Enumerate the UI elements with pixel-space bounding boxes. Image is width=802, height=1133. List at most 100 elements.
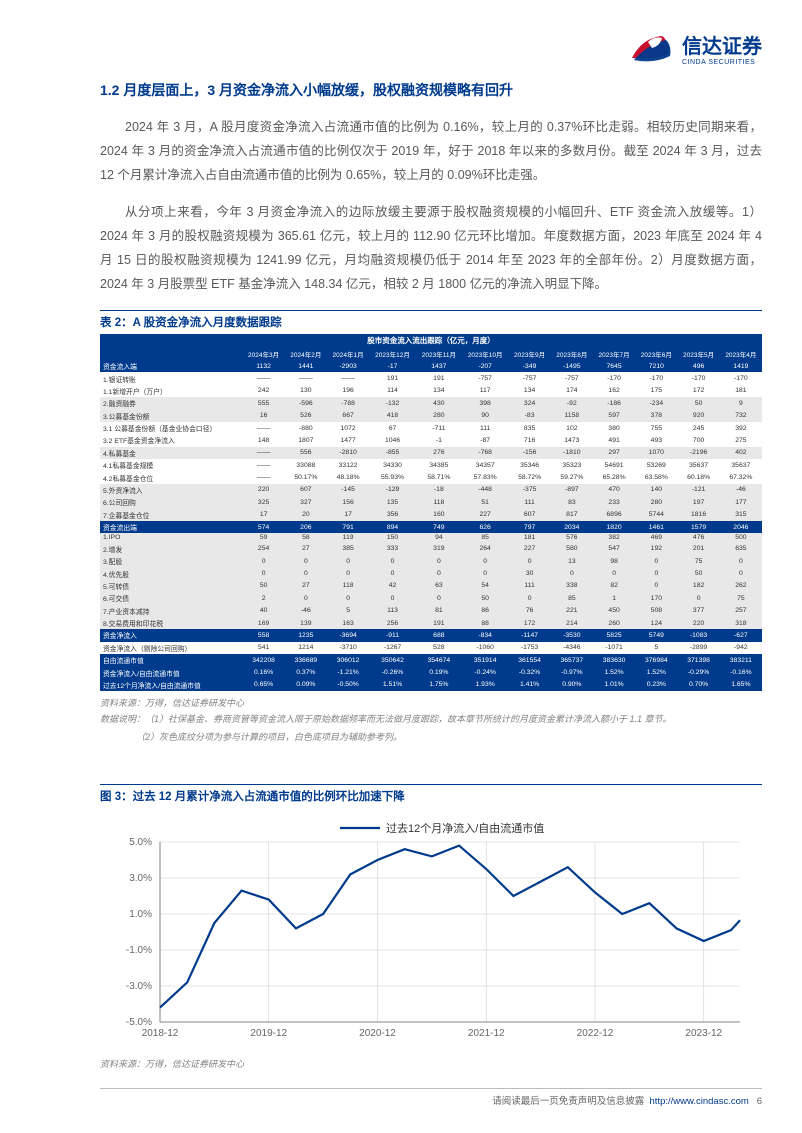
cell: 0.09% xyxy=(285,679,327,691)
cell: 576 xyxy=(551,533,593,542)
cell: 392 xyxy=(720,422,762,434)
table-row: 7.产业资本减持40-465113818676221450508377257 xyxy=(100,605,762,617)
table-row: 资金流入端11321441-2903-171437-207-349-149576… xyxy=(100,360,762,372)
cell: 791 xyxy=(327,521,369,533)
cell: 0.37% xyxy=(285,666,327,678)
cell: 338 xyxy=(551,580,593,592)
cell: 1437 xyxy=(416,360,462,372)
cell: 558 xyxy=(242,629,284,641)
cell: 297 xyxy=(593,447,635,459)
cell: 0 xyxy=(720,555,762,567)
cell: 5744 xyxy=(635,509,677,521)
cell: -145 xyxy=(327,484,369,496)
footer-url[interactable]: http://www.cindasc.com xyxy=(650,1096,749,1107)
table-row: 1.IPO59581191509485181576382469476500 xyxy=(100,533,762,542)
table-row: 资金净流入5581235-3694-911688-834-1147-353058… xyxy=(100,629,762,641)
cell: 34357 xyxy=(462,459,509,471)
cell: 0 xyxy=(327,592,369,604)
paragraph-1: 2024 年 3 月，A 股月度资金净流入占流通市值的比例为 0.16%，较上月… xyxy=(100,116,762,187)
table-row: 3.2 ETF基金资金净流入148180714771046-1-87716147… xyxy=(100,434,762,446)
cell: 59 xyxy=(242,533,284,542)
cell: -234 xyxy=(635,397,677,409)
row-label: 8.交易费用和印花税 xyxy=(100,617,242,629)
svg-text:2020-12: 2020-12 xyxy=(359,1028,396,1039)
cell: 58.72% xyxy=(508,471,550,483)
svg-text:1.0%: 1.0% xyxy=(129,909,152,920)
cell: 0 xyxy=(551,567,593,579)
section-title: 1.2 月度层面上，3 月资金净流入小幅放缓，股权融资规模略有回升 xyxy=(100,80,762,100)
cell: -92 xyxy=(551,397,593,409)
chart-caption: 图 3：过去 12 月累计净流入占流通市值的比例环比加速下降 xyxy=(100,784,762,804)
svg-text:5.0%: 5.0% xyxy=(129,837,152,848)
cell: 817 xyxy=(551,509,593,521)
cell: 547 xyxy=(593,543,635,555)
svg-text:2018-12: 2018-12 xyxy=(142,1028,179,1039)
cell: 57.83% xyxy=(462,471,509,483)
cell: 163 xyxy=(327,617,369,629)
cell: -170 xyxy=(635,372,677,384)
table-source: 资料来源：万得，信达证券研发中心 xyxy=(100,696,762,709)
cell: 177 xyxy=(720,496,762,508)
cell: 88 xyxy=(462,617,509,629)
cell: 382 xyxy=(593,533,635,542)
logo-chinese: 信达证券 xyxy=(682,30,762,59)
cell: 508 xyxy=(635,605,677,617)
cell: —— xyxy=(285,372,327,384)
period-header: 2023年10月 xyxy=(462,348,509,360)
period-header: 2023年9月 xyxy=(508,348,550,360)
row-label: 3.配股 xyxy=(100,555,242,567)
cell: 148 xyxy=(242,434,284,446)
cell: 0 xyxy=(635,580,677,592)
cell: 607 xyxy=(508,509,550,521)
cell: 0 xyxy=(416,592,462,604)
cell: 716 xyxy=(508,434,550,446)
cell: 0 xyxy=(635,555,677,567)
cell: 0.65% xyxy=(242,679,284,691)
cell: 51 xyxy=(462,496,509,508)
cell: 65.28% xyxy=(593,471,635,483)
cell: 191 xyxy=(416,372,462,384)
cell: 67.32% xyxy=(720,471,762,483)
cell: -596 xyxy=(285,397,327,409)
cell: 1441 xyxy=(285,360,327,372)
cell: 1807 xyxy=(285,434,327,446)
cell: 34385 xyxy=(416,459,462,471)
cell: 139 xyxy=(285,617,327,629)
table-row: 1.1新增开户（万户）24213019611413411713417416217… xyxy=(100,385,762,397)
cell: -1810 xyxy=(551,447,593,459)
svg-text:-5.0%: -5.0% xyxy=(126,1017,152,1028)
cell: -2810 xyxy=(327,447,369,459)
cell: 1235 xyxy=(285,629,327,641)
row-label: 6.公司回购 xyxy=(100,496,242,508)
cell: 174 xyxy=(551,385,593,397)
cell: 0 xyxy=(462,555,509,567)
cell: 118 xyxy=(327,580,369,592)
cell: 7210 xyxy=(635,360,677,372)
cell: 48.18% xyxy=(327,471,369,483)
cell: 197 xyxy=(677,496,719,508)
cell: -788 xyxy=(327,397,369,409)
cell: -757 xyxy=(462,372,509,384)
cell: 0 xyxy=(635,567,677,579)
cell: -46 xyxy=(285,605,327,617)
cell: 365737 xyxy=(551,654,593,666)
cell: 306012 xyxy=(327,654,369,666)
cell: 113 xyxy=(369,605,416,617)
cell: 0 xyxy=(242,567,284,579)
row-label: 1.银证转账 xyxy=(100,372,242,384)
table-row: 3.配股000000013980750 xyxy=(100,555,762,567)
cell: 1158 xyxy=(551,410,593,422)
cell: 245 xyxy=(677,422,719,434)
cell: 54691 xyxy=(593,459,635,471)
period-header: 2023年11月 xyxy=(416,348,462,360)
cell: 63.58% xyxy=(635,471,677,483)
cell: 2046 xyxy=(720,521,762,533)
row-label: 1.IPO xyxy=(100,533,242,542)
cell: 920 xyxy=(677,410,719,422)
cell: 20 xyxy=(285,509,327,521)
cell: 319 xyxy=(416,543,462,555)
cell: -1060 xyxy=(462,642,509,654)
row-label: 4.私募基金 xyxy=(100,447,242,459)
cell: 476 xyxy=(677,533,719,542)
cell: 342208 xyxy=(242,654,284,666)
